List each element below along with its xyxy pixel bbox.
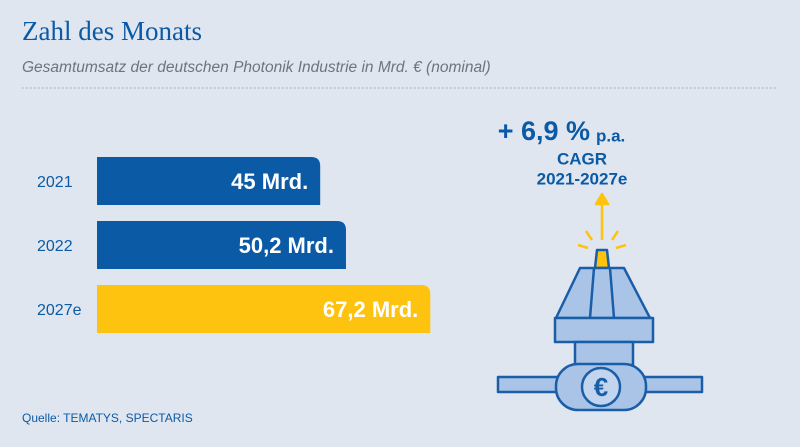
ray	[610, 230, 620, 241]
cone-line	[588, 267, 596, 319]
category-label: 2021	[37, 174, 73, 191]
category-label: 2022	[37, 238, 73, 255]
arm-left	[496, 375, 560, 394]
chart-title: Zahl des Monats	[22, 16, 202, 46]
coin	[580, 366, 622, 408]
cone-line	[608, 267, 616, 319]
ray	[584, 230, 594, 241]
arrow-head	[594, 192, 610, 206]
cagr-label: CAGR	[557, 149, 607, 168]
source: Quelle: TEMATYS, SPECTARIS	[22, 411, 193, 425]
value-label: 67,2 Mrd.	[323, 297, 418, 322]
chart-subtitle: Gesamtumsatz der deutschen Photonik Indu…	[22, 59, 491, 76]
icon-symbol: €	[594, 372, 608, 402]
growth-value: + 6,9 %	[498, 116, 590, 146]
category-label: 2027e	[37, 302, 82, 319]
cagr-period: 2021-2027e	[537, 169, 628, 188]
bar	[97, 285, 431, 333]
ring	[553, 316, 655, 344]
growth-unit: p.a.	[596, 126, 625, 145]
arm-right	[642, 375, 704, 394]
ray	[615, 243, 627, 250]
illustration	[496, 192, 704, 412]
value-label: 50,2 Mrd.	[239, 233, 334, 258]
ray	[577, 243, 589, 250]
value-label: 45 Mrd.	[231, 169, 308, 194]
nub	[593, 248, 611, 270]
bar	[97, 157, 321, 205]
neck	[573, 340, 635, 367]
bar	[97, 221, 346, 269]
